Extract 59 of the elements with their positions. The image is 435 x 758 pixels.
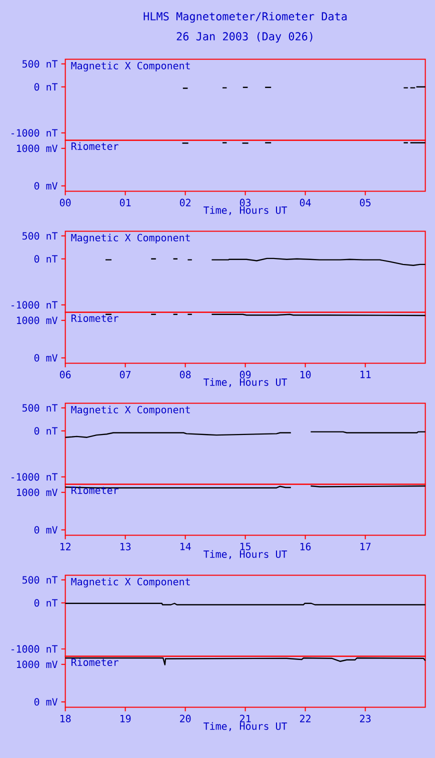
x-tick-label: 04 [300, 198, 311, 206]
y-tick-label: -1000 nT [12, 645, 58, 653]
y-tick-label: 500 nT [22, 404, 58, 412]
y-tick-label: 500 nT [22, 232, 58, 240]
y-tick-label: 0 mV [34, 698, 58, 706]
x-tick-label: 19 [120, 714, 131, 722]
x-tick-label: 05 [360, 198, 371, 206]
x-tick-label: 06 [60, 370, 71, 378]
line-series [64, 657, 426, 666]
x-tick-label: 00 [60, 198, 71, 206]
y-tick-label: 0 nT [34, 427, 58, 435]
y-tick-label: -1000 nT [12, 301, 58, 309]
y-tick-label: 0 nT [34, 255, 58, 263]
x-axis-title: Time, Hours UT [204, 378, 288, 388]
x-tick-label: 13 [120, 542, 131, 550]
x-tick-label: 08 [180, 370, 191, 378]
x-tick-label: 03 [240, 198, 251, 206]
x-tick-label: 17 [360, 542, 371, 550]
y-tick-label: 1000 mV [16, 316, 58, 324]
x-tick-label: 11 [360, 370, 371, 378]
x-tick-label: 01 [120, 198, 131, 206]
chart-subtitle: 26 Jan 2003 (Day 026) [176, 32, 312, 43]
x-axis-title: Time, Hours UT [204, 206, 288, 216]
y-tick-label: 0 mV [34, 182, 58, 190]
y-tick-label: -1000 nT [12, 129, 58, 137]
y-tick-label: 0 nT [34, 599, 58, 607]
annotation: Riometer [72, 486, 118, 494]
x-tick-label: 16 [300, 542, 311, 550]
y-tick-label: -1000 nT [12, 473, 58, 481]
y-tick-label: 1000 mV [16, 488, 58, 496]
annotation: Riometer [72, 658, 118, 666]
annotation: Magnetic X Component [71, 578, 190, 588]
x-tick-label: 09 [240, 370, 251, 378]
annotation: Magnetic X Component [71, 234, 190, 244]
chart-title: HLMS Magnetometer/Riometer Data [144, 12, 347, 23]
x-tick-label: 20 [180, 714, 191, 722]
y-tick-label: 0 nT [34, 83, 58, 91]
y-tick-label: 500 nT [22, 576, 58, 584]
y-tick-label: 0 mV [34, 354, 58, 362]
annotation: Magnetic X Component [71, 406, 190, 416]
x-tick-label: 22 [300, 714, 310, 722]
x-tick-label: 23 [360, 714, 371, 722]
annotation: Riometer [72, 142, 118, 150]
annotation: Magnetic X Component [71, 62, 190, 72]
x-tick-label: 15 [240, 542, 251, 550]
y-tick-label: 1000 mV [16, 144, 58, 152]
annotation: Riometer [72, 314, 118, 322]
x-tick-label: 14 [180, 542, 191, 550]
x-tick-label: 02 [180, 198, 190, 206]
y-tick-label: 0 mV [34, 526, 58, 534]
x-tick-label: 12 [60, 542, 70, 550]
y-tick-label: 1000 mV [16, 660, 58, 668]
x-tick-label: 21 [240, 714, 251, 722]
x-tick-label: 10 [300, 370, 311, 378]
x-tick-label: 07 [120, 370, 131, 378]
y-tick-label: 500 nT [22, 60, 58, 68]
x-axis-title: Time, Hours UT [204, 722, 288, 732]
x-axis-title: Time, Hours UT [204, 550, 288, 560]
x-tick-label: 18 [60, 714, 71, 722]
